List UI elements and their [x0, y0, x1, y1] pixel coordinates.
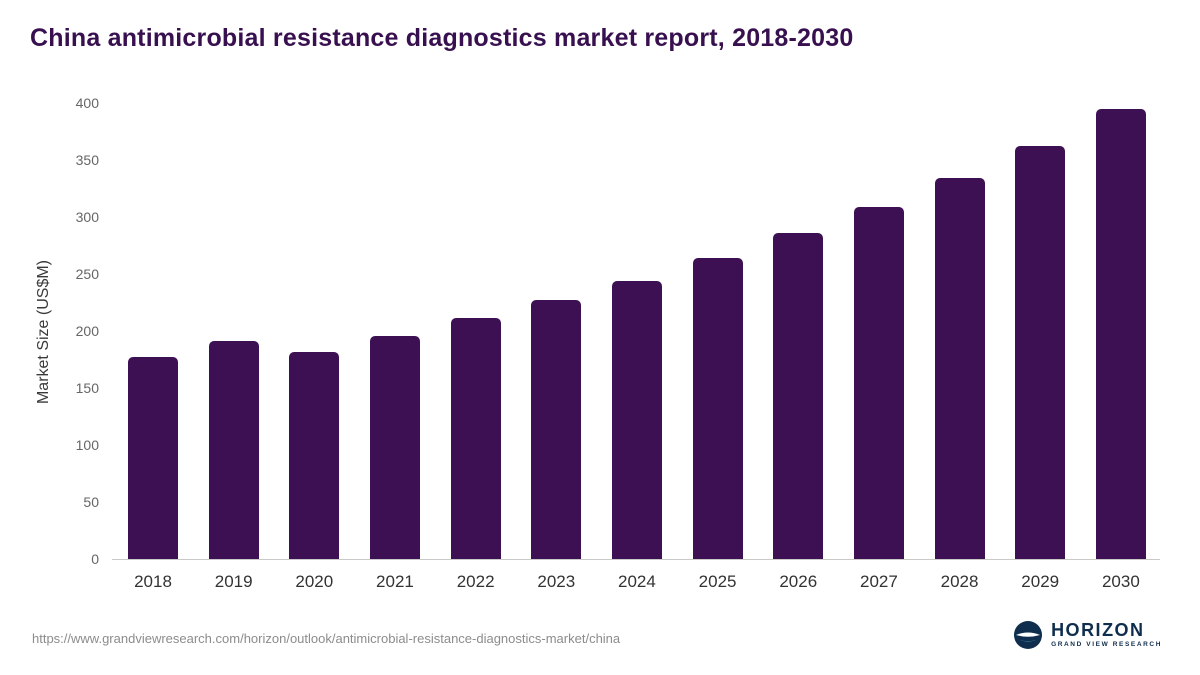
bar-column: 2018 [128, 103, 178, 591]
bar [208, 341, 259, 559]
y-tick-label: 50 [83, 494, 99, 510]
x-tick-label: 2019 [214, 572, 253, 591]
x-tick-label: 2030 [1101, 572, 1140, 591]
bar [773, 232, 824, 559]
bar-column: 2021 [369, 103, 420, 591]
y-tick-label: 100 [75, 437, 99, 453]
bar [1095, 108, 1146, 559]
bar-column: 2020 [289, 103, 340, 591]
x-tick-label: 2021 [376, 572, 414, 591]
bar-column: 2023 [531, 103, 582, 591]
bar-column: 2019 [208, 103, 259, 591]
horizon-logo-icon [1013, 620, 1043, 650]
bar [1015, 146, 1066, 559]
bar [692, 258, 743, 559]
bar-column: 2025 [692, 103, 743, 591]
x-tick-label: 2029 [1021, 572, 1060, 591]
plot-area: 0 50 100 150 200 250 300 350 400 2018 2019 2020 202… [76, 95, 1160, 591]
bar [128, 357, 178, 559]
bar [611, 280, 662, 559]
y-tick-label: 350 [75, 152, 99, 168]
x-tick-label: 2024 [618, 572, 656, 591]
logo-subtitle: GRAND VIEW RESEARCH [1051, 641, 1162, 649]
x-tick-label: 2026 [779, 572, 818, 591]
y-tick-label: 200 [75, 323, 99, 339]
bar-chart: Market Size (US$M) 0 50 100 150 200 250 300 350… [35, 95, 1160, 591]
bar-column: 2027 [853, 103, 904, 591]
bar-column: 2026 [773, 103, 824, 591]
y-tick-label: 400 [75, 95, 99, 111]
bar [853, 206, 904, 559]
x-tick-label: 2018 [134, 572, 172, 591]
y-tick-label: 0 [91, 551, 99, 567]
source-url: https://www.grandviewresearch.com/horizo… [32, 631, 621, 646]
bar [934, 178, 985, 559]
x-tick-label: 2023 [537, 572, 576, 591]
bar [369, 335, 420, 559]
y-tick-label: 150 [75, 380, 99, 396]
logo-name: HORIZON [1051, 620, 1145, 641]
y-tick-label: 300 [75, 209, 99, 225]
bar-column: 2030 [1095, 103, 1146, 591]
bar-column: 2029 [1015, 103, 1066, 591]
bars-container: 2018 2019 2020 2021 2022 2023 2024 2025 2026 2027… [112, 103, 1160, 591]
bar [289, 351, 340, 559]
x-tick-label: 2020 [295, 572, 334, 591]
horizon-logo: HORIZON GRAND VIEW RESEARCH [1013, 620, 1162, 650]
bar [450, 318, 501, 559]
x-tick-label: 2022 [456, 572, 495, 591]
y-axis-label: Market Size (US$M) [35, 259, 52, 404]
y-tick-label: 250 [75, 266, 99, 282]
bar-column: 2024 [611, 103, 662, 591]
bar-column: 2022 [450, 103, 501, 591]
x-tick-label: 2025 [698, 572, 737, 591]
bar [531, 300, 582, 559]
x-tick-label: 2027 [859, 572, 898, 591]
bar-column: 2028 [934, 103, 985, 591]
chart-title: China antimicrobial resistance diagnosti… [30, 24, 854, 52]
x-tick-label: 2028 [940, 572, 979, 591]
